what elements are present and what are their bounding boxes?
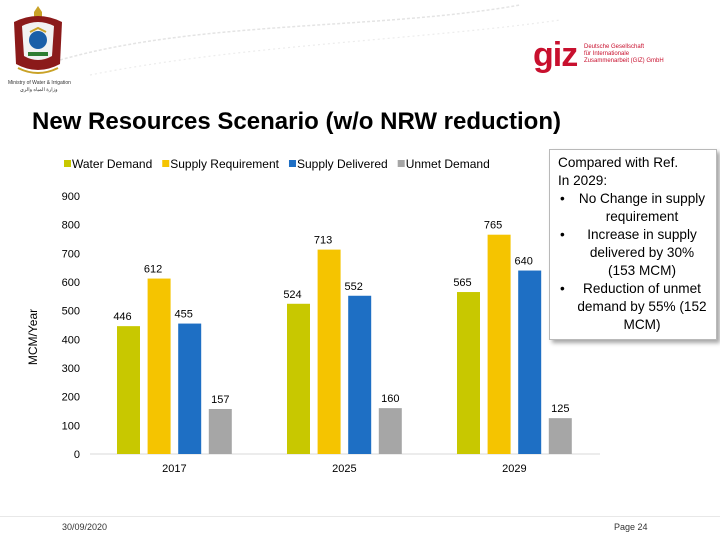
y-tick-label: 0 [74,449,80,461]
x-tick-label: 2017 [162,463,186,475]
giz-name-line: Deutsche Gesellschaft [584,44,645,50]
bar [208,408,232,454]
bar-data-label: 612 [144,264,162,276]
y-tick-label: 300 [62,363,80,375]
y-tick-label: 800 [62,220,80,232]
ministry-name-english: Ministry of Water & Irrigation [8,80,71,86]
slide-header: Ministry of Water & Irrigation وزارة الم… [0,0,720,100]
bar-data-label: 524 [283,289,301,301]
footer-date: 30/09/2020 [62,522,108,532]
bar-data-label: 765 [484,220,502,232]
giz-name-line: für Internationale [584,51,630,57]
y-axis-label: MCM/Year [26,309,40,365]
callout-subheading: In 2029: [558,173,608,188]
giz-logo: giz [533,36,578,74]
bar [518,270,542,454]
y-tick-label: 600 [62,277,80,289]
bar [178,323,202,454]
slide-title: New Resources Scenario (w/o NRW reductio… [32,108,561,135]
header-swoosh-decoration [59,4,561,76]
grouped-bar-chart: MCM/Year 0 100 200 300 400 500 600 700 800 900 446 6… [26,157,600,475]
bar-data-label: 552 [345,281,363,293]
bar-data-label: 446 [113,311,131,323]
legend-swatch [397,160,405,167]
callout-bullet: No Change in supply requirement [558,190,708,226]
bar [287,303,310,454]
bar-data-label: 125 [551,403,569,415]
callout-heading: Compared with Ref. [558,155,679,170]
y-tick-label: 700 [62,248,80,260]
bar [348,295,372,454]
bar [317,249,341,454]
giz-name-line: Zusammenarbeit (GIZ) GmbH [584,58,664,64]
legend-swatch [64,160,71,167]
x-tick-label: 2029 [502,463,526,475]
x-tick-label: 2025 [332,463,356,475]
y-tick-label: 900 [62,191,80,203]
y-tick-label: 500 [62,306,80,318]
bar [487,234,511,454]
bar-data-label: 565 [453,277,471,289]
legend-label: Unmet Demand [406,157,490,171]
callout-bullet: Increase in supply delivered by 30% (153… [558,226,708,280]
callout-bullet-list: No Change in supply requirement Increase… [558,190,708,334]
jordan-emblem-icon [14,6,62,74]
y-tick-label: 400 [62,334,80,346]
bar-data-label: 455 [175,309,193,321]
comparison-callout: Compared with Ref. In 2029: No Change in… [549,149,717,340]
bar [548,418,572,454]
bar [378,408,402,454]
bar-data-label: 157 [211,394,229,406]
bar-data-label: 713 [314,235,332,247]
legend-swatch [162,160,170,167]
bar-data-label: 640 [515,256,533,268]
callout-bullet: Reduction of unmet demand by 55% (152 MC… [558,280,708,334]
y-tick-label: 200 [62,392,80,404]
legend-label: Water Demand [72,157,152,171]
bar [117,326,140,454]
footer-divider [0,516,720,517]
legend-swatch [288,160,296,167]
legend-label: Supply Delivered [297,157,388,171]
y-tick-label: 100 [62,420,80,432]
bar [147,278,171,454]
giz-full-name: Deutsche Gesellschaft für Internationale… [584,44,664,65]
ministry-name-arabic: وزارة المياه والري [20,87,58,93]
bar [457,292,480,454]
page-number: Page 24 [614,522,648,532]
bar-data-label: 160 [381,393,399,405]
legend-label: Supply Requirement [170,157,279,171]
